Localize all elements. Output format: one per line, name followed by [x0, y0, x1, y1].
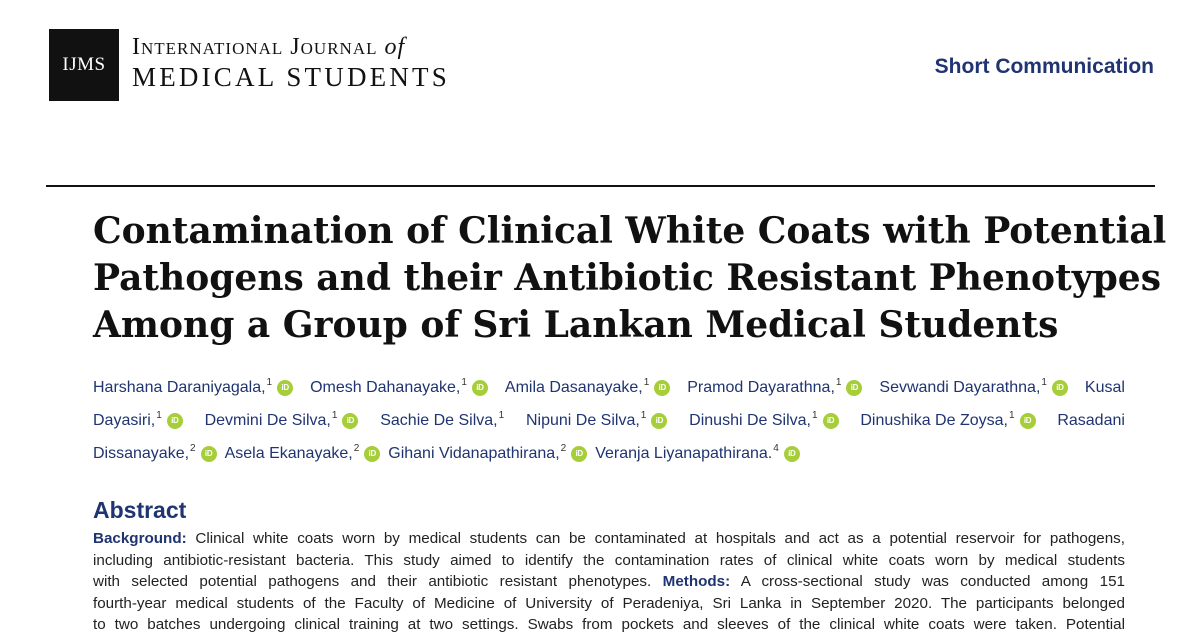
author: Dissanayake, 2 iD: [93, 437, 217, 470]
author-name: Dinushika De Zoysa,: [860, 412, 1008, 429]
author-name: Pramod Dayarathna,: [687, 379, 835, 396]
affiliation-number: 4: [773, 443, 779, 454]
affiliation-number: 1: [835, 377, 842, 388]
author-name: Sevwandi Dayarathna,: [879, 379, 1041, 396]
journal-name: International Journal of MEDICAL STUDENT…: [132, 33, 450, 93]
methods-label: Methods:: [662, 573, 731, 590]
author: Gihani Vidanapathirana, 2 iD: [388, 437, 588, 470]
affiliation-number: 1: [461, 377, 467, 388]
author: Asela Ekanayake, 2 iD: [225, 437, 381, 470]
author: Dinushika De Zoysa, 1 iD: [860, 404, 1036, 437]
title-line: Contamination of Clinical White Coats wi…: [93, 210, 1167, 252]
author-line: Dayasiri, 1 iD Devmini De Silva, 1 iD Sachie D…: [93, 404, 1125, 437]
author-name: Sachie De Silva,: [380, 412, 498, 429]
journal-name-line2: MEDICAL STUDENTS: [132, 62, 450, 92]
orcid-icon[interactable]: iD: [654, 379, 671, 396]
orcid-icon[interactable]: iD: [846, 379, 863, 396]
author-name: Devmini De Silva,: [204, 412, 331, 429]
author-line: Harshana Daraniyagala, 1 iD Omesh Dahanayak…: [93, 371, 1125, 404]
author-name: Rasadani: [1057, 412, 1125, 429]
affiliation-number: 1: [266, 377, 273, 388]
affiliation-number: 1: [331, 410, 338, 421]
abstract-line: Background: Clinical white coats worn by…: [93, 530, 1125, 547]
author-name: Asela Ekanayake,: [224, 445, 353, 462]
affiliation-number: 2: [353, 443, 360, 454]
affiliation-number: 1: [498, 410, 505, 421]
affiliation-number: 1: [640, 410, 647, 421]
author: Harshana Daraniyagala, 1 iD: [93, 371, 294, 404]
author-list: Harshana Daraniyagala, 1 iD Omesh Dahanayak…: [93, 371, 1125, 470]
author-name: Kusal: [1084, 379, 1125, 396]
author-name: Veranja Liyanapathirana.: [595, 445, 773, 462]
affiliation-number: 1: [156, 410, 162, 421]
affiliation-number: 1: [1008, 410, 1015, 421]
orcid-icon[interactable]: iD: [1019, 412, 1036, 429]
orcid-icon[interactable]: iD: [1051, 379, 1068, 396]
abstract-body: Background: Clinical white coats worn by…: [93, 528, 1125, 636]
title-line: Pathogens and their Antibiotic Resistant…: [93, 257, 1161, 299]
author: Sevwandi Dayarathna, 1 iD: [879, 371, 1068, 404]
author: Devmini De Silva, 1 iD: [205, 404, 359, 437]
abstract-heading: Abstract: [93, 497, 187, 523]
author: Pramod Dayarathna, 1 iD: [687, 371, 863, 404]
author-name: Dayasiri,: [93, 412, 156, 429]
author: Nipuni De Silva, 1 iD: [525, 404, 668, 437]
author: Veranja Liyanapathirana. 4 iD: [595, 437, 800, 470]
orcid-icon[interactable]: iD: [342, 412, 359, 429]
logo-text: IJMS: [62, 54, 106, 75]
orcid-icon[interactable]: iD: [471, 379, 488, 396]
orcid-icon[interactable]: iD: [277, 379, 294, 396]
affiliation-number: 1: [643, 377, 650, 388]
author-name: Harshana Daraniyagala,: [93, 379, 266, 396]
author: Omesh Dahanayake, 1 iD: [310, 371, 488, 404]
background-label: Background:: [93, 530, 187, 547]
author-name: Omesh Dahanayake,: [310, 379, 461, 396]
orcid-icon[interactable]: iD: [200, 445, 217, 462]
journal-name-line1: International Journal of: [132, 34, 406, 60]
author-name: Nipuni De Silva,: [525, 412, 640, 429]
author-name: Gihani Vidanapathirana,: [388, 445, 560, 462]
author: Sachie De Silva, 1: [380, 404, 504, 437]
title-line: Among a Group of Sri Lankan Medical Stud…: [93, 304, 1059, 346]
affiliation-number: 1: [811, 410, 818, 421]
author: Amila Dasanayake, 1 iD: [504, 371, 671, 404]
article-type-label: Short Communication: [934, 55, 1154, 78]
author-name: Dinushi De Silva,: [689, 412, 811, 429]
author: Dayasiri, 1 iD: [93, 404, 183, 437]
author: Rasadani: [1057, 404, 1125, 437]
author-line: Dissanayake, 2 iD Asela Ekanayake, 2 iD Gihani…: [93, 437, 1125, 470]
affiliation-number: 2: [560, 443, 567, 454]
affiliation-number: 1: [1041, 377, 1047, 388]
abstract-line: to two batches undergoing clinical train…: [93, 616, 1125, 633]
abstract-line: with selected potential pathogens and th…: [93, 573, 1125, 590]
abstract-line: including antibiotic-resistant bacteria.…: [93, 551, 1125, 569]
orcid-icon[interactable]: iD: [822, 412, 839, 429]
orcid-icon[interactable]: iD: [166, 412, 183, 429]
author-name: Dissanayake,: [93, 445, 190, 462]
article-title: Contamination of Clinical White Coats wi…: [93, 208, 1167, 349]
journal-logo: IJMS: [49, 29, 119, 101]
orcid-icon[interactable]: iD: [783, 445, 800, 462]
orcid-icon[interactable]: iD: [651, 412, 668, 429]
orcid-icon[interactable]: iD: [571, 445, 588, 462]
author-name: Amila Dasanayake,: [504, 379, 643, 396]
author: Kusal: [1085, 371, 1125, 404]
abstract-line: fourth-year medical students of the Facu…: [93, 594, 1125, 612]
author: Dinushi De Silva, 1 iD: [689, 404, 839, 437]
orcid-icon[interactable]: iD: [364, 445, 381, 462]
header-divider: [46, 185, 1155, 187]
affiliation-number: 2: [190, 443, 196, 454]
